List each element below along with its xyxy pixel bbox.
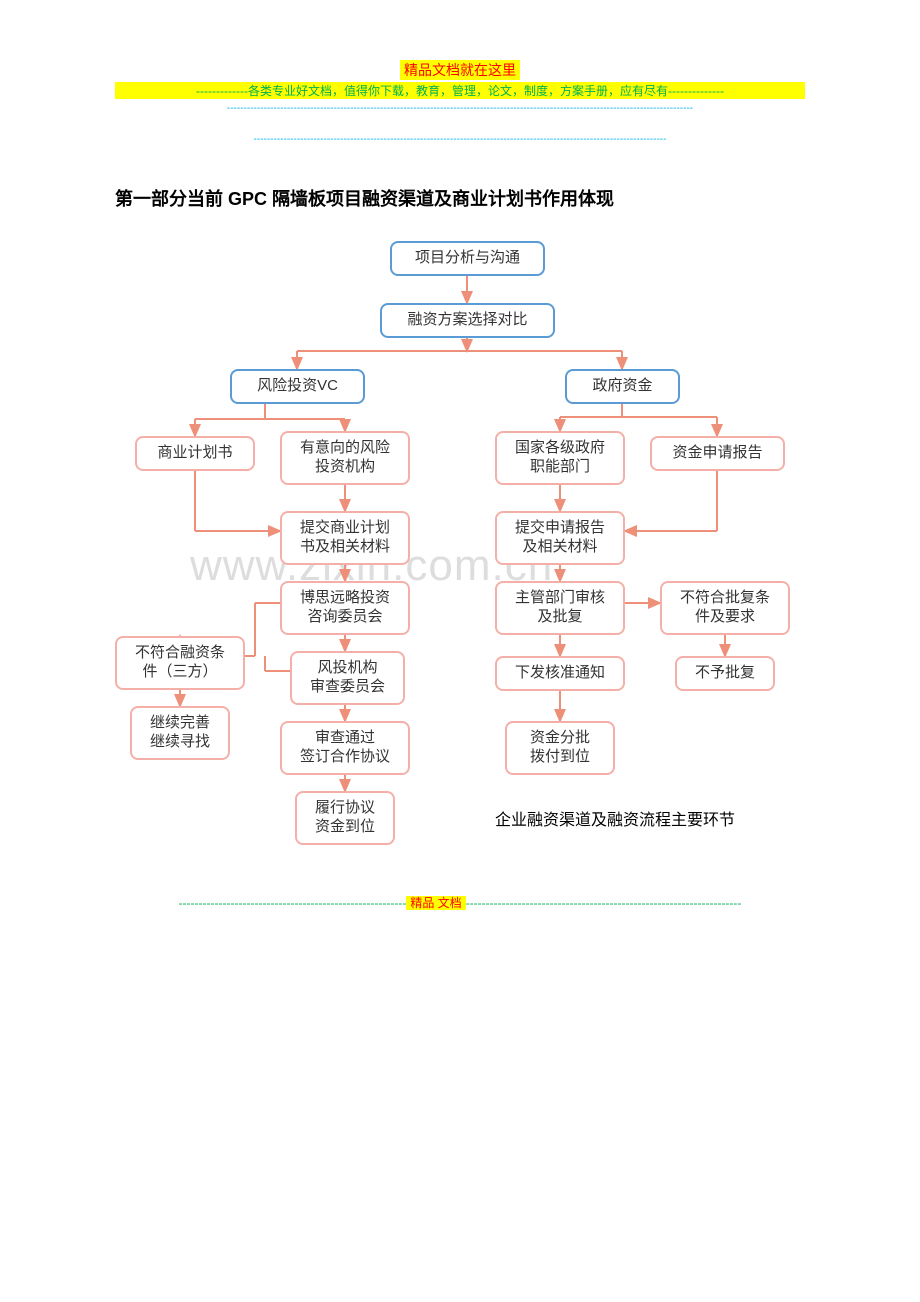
flowchart-node: 博思远略投资 咨询委员会 <box>280 581 410 635</box>
header-dashline-2: ----------------------------------------… <box>115 134 805 145</box>
flowchart-node: 资金申请报告 <box>650 436 785 471</box>
flowchart-node: 政府资金 <box>565 369 680 404</box>
page-header: 精品文档就在这里 -------------各类专业好文档，值得你下载，教育，管… <box>115 60 805 145</box>
flowchart-node: 国家各级政府 职能部门 <box>495 431 625 485</box>
flowchart-node: 商业计划书 <box>135 436 255 471</box>
flowchart-container: www.zixin.com.cn 项目分析与沟通融资方案选择对比风险投资VC政府… <box>115 241 805 901</box>
flowchart-node: 下发核准通知 <box>495 656 625 691</box>
flowchart-node: 项目分析与沟通 <box>390 241 545 276</box>
flowchart-node: 不符合批复条 件及要求 <box>660 581 790 635</box>
flowchart-node: 风投机构 审查委员会 <box>290 651 405 705</box>
flowchart-node: 不符合融资条 件（三方） <box>115 636 245 690</box>
flowchart-node: 履行协议 资金到位 <box>295 791 395 845</box>
flowchart-node: 不予批复 <box>675 656 775 691</box>
flowchart-node: 主管部门审核 及批复 <box>495 581 625 635</box>
flowchart-edges <box>115 241 805 901</box>
flowchart-node: 提交申请报告 及相关材料 <box>495 511 625 565</box>
header-subtitle: -------------各类专业好文档，值得你下载，教育，管理，论文，制度，方… <box>115 82 805 99</box>
document-page: 精品文档就在这里 -------------各类专业好文档，值得你下载，教育，管… <box>0 0 920 941</box>
flowchart-node: 风险投资VC <box>230 369 365 404</box>
flowchart-node: 资金分批 拨付到位 <box>505 721 615 775</box>
flowchart-node: 有意向的风险 投资机构 <box>280 431 410 485</box>
flowchart-node: 提交商业计划 书及相关材料 <box>280 511 410 565</box>
section-title: 第一部分当前 GPC 隔墙板项目融资渠道及商业计划书作用体现 <box>115 185 805 211</box>
flowchart-node: 审查通过 签订合作协议 <box>280 721 410 775</box>
flowchart-node: 融资方案选择对比 <box>380 303 555 338</box>
header-dashline-1: ----------------------------------------… <box>115 103 805 114</box>
header-title: 精品文档就在这里 <box>400 60 520 80</box>
flowchart-node: 继续完善 继续寻找 <box>130 706 230 760</box>
